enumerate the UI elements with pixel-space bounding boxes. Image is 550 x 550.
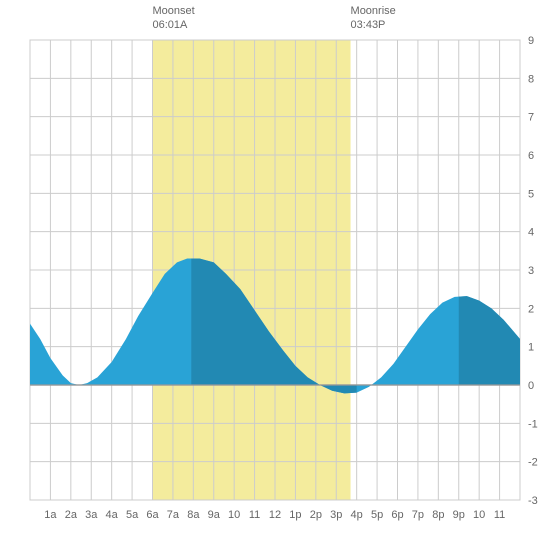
moonset-time: 06:01A xyxy=(153,19,189,31)
x-tick-label: 12 xyxy=(269,509,281,521)
y-tick-label: 9 xyxy=(528,35,534,47)
x-tick-label: 9a xyxy=(208,509,221,521)
x-tick-label: 2p xyxy=(310,509,322,521)
chart-svg: -3-2-101234567891a2a3a4a5a6a7a8a9a101112… xyxy=(0,0,550,550)
x-tick-label: 8a xyxy=(187,509,200,521)
moonrise-label: Moonrise xyxy=(351,5,396,17)
y-tick-label: 4 xyxy=(528,227,534,239)
x-tick-label: 6a xyxy=(146,509,159,521)
y-tick-label: 5 xyxy=(528,188,534,200)
x-tick-label: 10 xyxy=(228,509,240,521)
x-tick-label: 3p xyxy=(330,509,342,521)
x-tick-label: 2a xyxy=(65,509,78,521)
x-tick-label: 4a xyxy=(106,509,119,521)
x-tick-label: 6p xyxy=(391,509,403,521)
x-tick-label: 1a xyxy=(44,509,57,521)
x-tick-label: 11 xyxy=(494,509,505,521)
y-tick-label: 2 xyxy=(528,303,534,315)
y-tick-label: 3 xyxy=(528,265,534,277)
x-tick-label: 3a xyxy=(85,509,98,521)
moonset-label: Moonset xyxy=(153,5,195,17)
y-tick-label: 1 xyxy=(528,342,534,354)
x-tick-label: 1p xyxy=(289,509,301,521)
y-tick-label: 7 xyxy=(528,112,534,124)
x-tick-label: 10 xyxy=(473,509,485,521)
y-tick-label: 0 xyxy=(528,380,534,392)
y-tick-label: -3 xyxy=(528,495,538,507)
x-tick-label: 9p xyxy=(453,509,465,521)
x-tick-label: 7a xyxy=(167,509,180,521)
tide-chart: -3-2-101234567891a2a3a4a5a6a7a8a9a101112… xyxy=(0,0,550,550)
y-tick-label: -1 xyxy=(528,418,538,430)
y-tick-label: 8 xyxy=(528,73,534,85)
x-tick-label: 11 xyxy=(249,509,260,521)
y-tick-label: 6 xyxy=(528,150,534,162)
x-tick-label: 5p xyxy=(371,509,383,521)
x-tick-label: 5a xyxy=(126,509,139,521)
x-tick-label: 4p xyxy=(351,509,363,521)
x-tick-label: 7p xyxy=(412,509,424,521)
moonrise-time: 03:43P xyxy=(351,19,386,31)
x-tick-label: 8p xyxy=(432,509,444,521)
y-tick-label: -2 xyxy=(528,457,538,469)
